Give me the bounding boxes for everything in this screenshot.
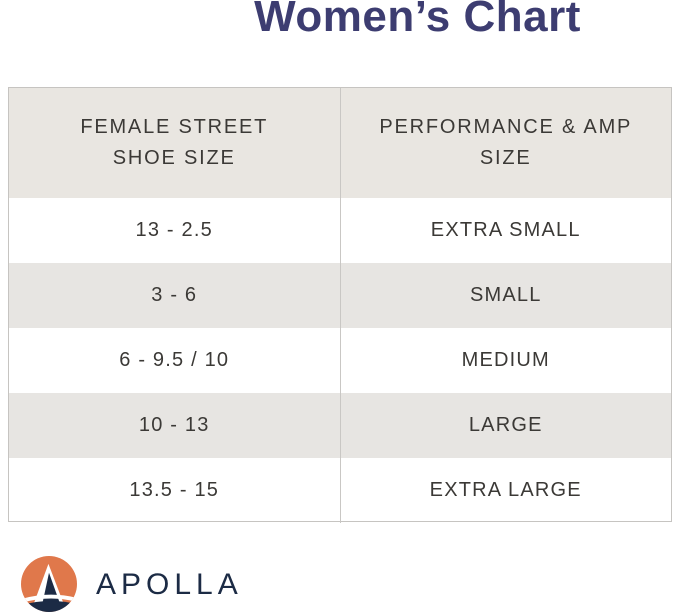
- cell-shoe-size: 6 - 9.5 / 10: [119, 349, 230, 371]
- table-row: 10 - 13 LARGE: [9, 393, 671, 458]
- cell-size: SMALL: [339, 263, 672, 328]
- header-cell-amp-size: PERFORMANCE & AMP SIZE: [339, 88, 672, 198]
- page-title: Women’s Chart: [254, 0, 581, 41]
- brand-footer: APOLLA: [21, 556, 243, 612]
- cell-size: MEDIUM: [339, 328, 672, 393]
- header-line: SIZE: [479, 147, 532, 169]
- cell-size: LARGE: [339, 393, 672, 458]
- cell-shoe-size: 3 - 6: [151, 284, 198, 306]
- size-table: FEMALE STREET SHOE SIZE PERFORMANCE & AM…: [8, 87, 672, 523]
- cell-size: EXTRA LARGE: [339, 458, 672, 523]
- table-row: 13.5 - 15 EXTRA LARGE: [9, 458, 671, 523]
- cell-size: EXTRA SMALL: [339, 198, 672, 263]
- header-line: FEMALE STREET: [80, 116, 269, 138]
- cell-shoe-size: 13 - 2.5: [135, 219, 213, 241]
- header-line: SHOE SIZE: [112, 147, 236, 169]
- table-row: 6 - 9.5 / 10 MEDIUM: [9, 328, 671, 393]
- header-line: PERFORMANCE & AMP: [379, 116, 633, 138]
- cell-shoe-size: 10 - 13: [138, 414, 210, 436]
- table-header-row: FEMALE STREET SHOE SIZE PERFORMANCE & AM…: [9, 88, 671, 198]
- apolla-logo-icon: [21, 556, 77, 612]
- table-row: 3 - 6 SMALL: [9, 263, 671, 328]
- brand-name: APOLLA: [96, 568, 243, 601]
- table-row: 13 - 2.5 EXTRA SMALL: [9, 198, 671, 263]
- cell-shoe-size: 13.5 - 15: [129, 479, 220, 501]
- header-cell-shoe-size: FEMALE STREET SHOE SIZE: [9, 88, 340, 198]
